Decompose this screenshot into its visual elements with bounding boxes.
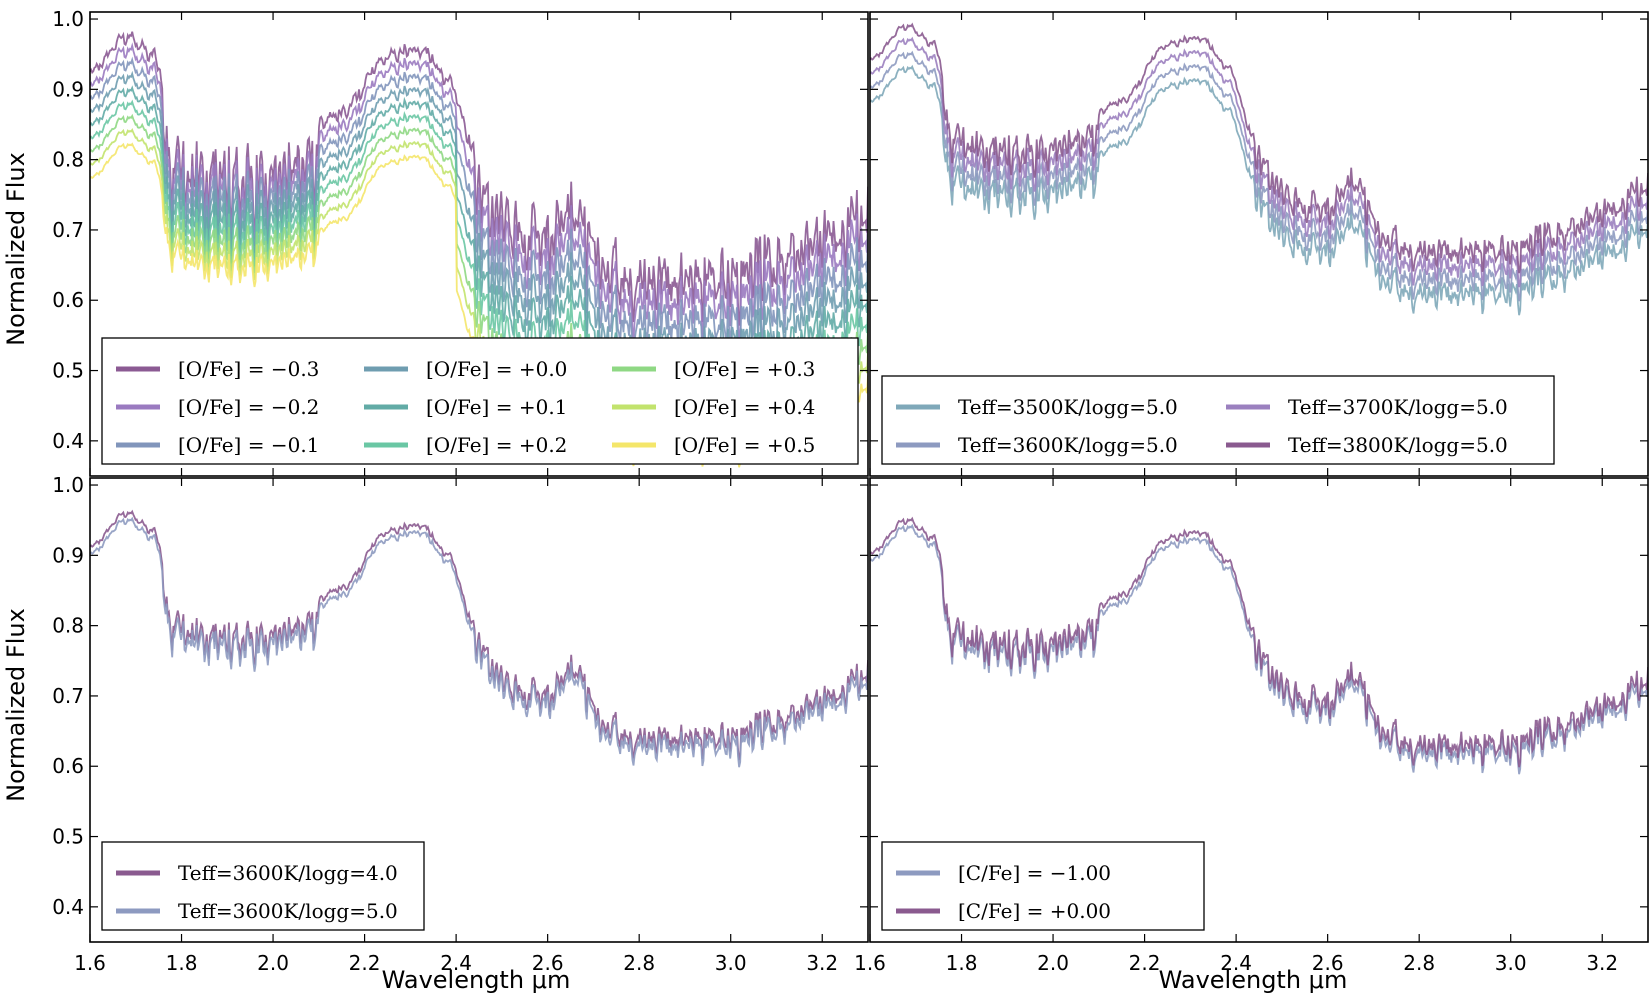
legend: Teff=3600K/logg=4.0 Teff=3600K/logg=5.0: [101, 841, 425, 931]
plot-frame: [89, 477, 869, 943]
legend-label: Teff=3600K/logg=5.0: [958, 433, 1178, 457]
legend-label: [O/Fe] = +0.5: [674, 433, 815, 457]
legend: Teff=3500K/logg=5.0 Teff=3600K/logg=5.0 Te…: [881, 375, 1555, 465]
plot-frame: [869, 477, 1649, 943]
y-tick-label: 0.5: [52, 359, 84, 383]
legend-label: [C/Fe] = −1.00: [958, 861, 1111, 885]
x-tick-label: 2.0: [257, 951, 289, 975]
series-line-3: [870, 22, 1648, 274]
x-tick-label: 3.2: [1586, 951, 1618, 975]
legend-label: Teff=3700K/logg=5.0: [1288, 395, 1508, 419]
legend: [C/Fe] = −1.00 [C/Fe] = +0.00: [881, 841, 1205, 931]
plot-frame: [89, 11, 869, 477]
legend-label: [O/Fe] = −0.2: [178, 395, 319, 419]
legend-label: Teff=3800K/logg=5.0: [1288, 433, 1508, 457]
x-axis-title-left: Wavelength μm: [382, 966, 571, 994]
x-tick-label: 3.2: [806, 951, 838, 975]
x-tick-label: 2.2: [1129, 951, 1161, 975]
legend-box: [101, 841, 425, 931]
legend-label: [O/Fe] = +0.0: [426, 357, 567, 381]
x-tick-label: 2.8: [623, 951, 655, 975]
panel-bottom-right: 1.6 1.8 2.0 2.2 2.4 2.6 2.8 3.0 3.2 [C/Fe] = −1.0…: [854, 477, 1649, 975]
legend-box: [881, 841, 1205, 931]
x-tick-label: 2.2: [349, 951, 381, 975]
x-tick-label: 1.6: [74, 951, 106, 975]
x-tick-label: 3.0: [1495, 951, 1527, 975]
x-tick-label: 1.8: [946, 951, 978, 975]
panel-bottom-left: 1.6 1.8 2.0 2.2 2.4 2.6 2.8 3.0 3.2 0.4 0.5 0.6 0.7 0…: [52, 473, 869, 975]
series-line-1: [870, 516, 1648, 768]
y-tick-label: 0.7: [52, 218, 84, 242]
x-tick-label: 1.8: [166, 951, 198, 975]
series-group: [870, 516, 1648, 775]
x-tick-label: 2.0: [1037, 951, 1069, 975]
panel-top-right: Teff=3500K/logg=5.0 Teff=3600K/logg=5.0 Te…: [869, 11, 1649, 477]
legend-box: [881, 375, 1555, 465]
legend-label: [O/Fe] = +0.4: [674, 395, 815, 419]
y-tick-label: 0.6: [52, 754, 84, 778]
legend-label: [O/Fe] = +0.2: [426, 433, 567, 457]
x-tick-label: 3.0: [715, 951, 747, 975]
plot-frame: [869, 11, 1649, 477]
y-tick-label: 0.9: [52, 77, 84, 101]
legend-label: [C/Fe] = +0.00: [958, 899, 1111, 923]
series-line-1: [870, 50, 1648, 302]
x-tick-label: 2.8: [1403, 951, 1435, 975]
legend: [O/Fe] = −0.3 [O/Fe] = −0.2 [O/Fe] = −0.1 […: [101, 337, 859, 465]
legend-label: [O/Fe] = −0.3: [178, 357, 319, 381]
y-tick-label: 1.0: [52, 473, 84, 497]
y-tick-label: 0.8: [52, 614, 84, 638]
legend-label: [O/Fe] = +0.3: [674, 357, 815, 381]
x-tick-label: 1.6: [854, 951, 886, 975]
series-line-1: [90, 516, 868, 768]
series-line-0: [90, 509, 868, 761]
legend-box: [101, 337, 859, 465]
series-line-0: [870, 64, 1648, 316]
y-tick-label: 0.4: [52, 429, 84, 453]
x-tick-label: 2.6: [532, 951, 564, 975]
series-group: [90, 509, 868, 768]
y-tick-label: 0.4: [52, 895, 84, 919]
panel-top-left: 0.40.50.60.70.80.91.0[O/Fe] = −0.3[O/Fe]…: [52, 7, 869, 477]
y-tick-label: 1.0: [52, 7, 84, 31]
x-tick-label: 2.4: [440, 951, 472, 975]
y-tick-label: 0.9: [52, 543, 84, 567]
y-axis-title-bottom: Normalized Flux: [2, 608, 30, 802]
y-axis-title-top: Normalized Flux: [2, 152, 30, 346]
legend-label: Teff=3600K/logg=4.0: [178, 861, 398, 885]
y-tick-label: 0.5: [52, 825, 84, 849]
series-line-2: [870, 36, 1648, 288]
y-tick-label: 0.8: [52, 148, 84, 172]
series-group: [870, 22, 1648, 316]
legend-label: [O/Fe] = +0.1: [426, 395, 567, 419]
x-tick-label: 2.4: [1220, 951, 1252, 975]
y-tick-label: 0.6: [52, 288, 84, 312]
legend-label: [O/Fe] = −0.1: [178, 433, 319, 457]
x-tick-label: 2.6: [1312, 951, 1344, 975]
legend-label: Teff=3500K/logg=5.0: [958, 395, 1178, 419]
y-tick-label: 0.7: [52, 684, 84, 708]
x-axis-title-right: Wavelength μm: [1159, 966, 1348, 994]
legend-label: Teff=3600K/logg=5.0: [178, 899, 398, 923]
